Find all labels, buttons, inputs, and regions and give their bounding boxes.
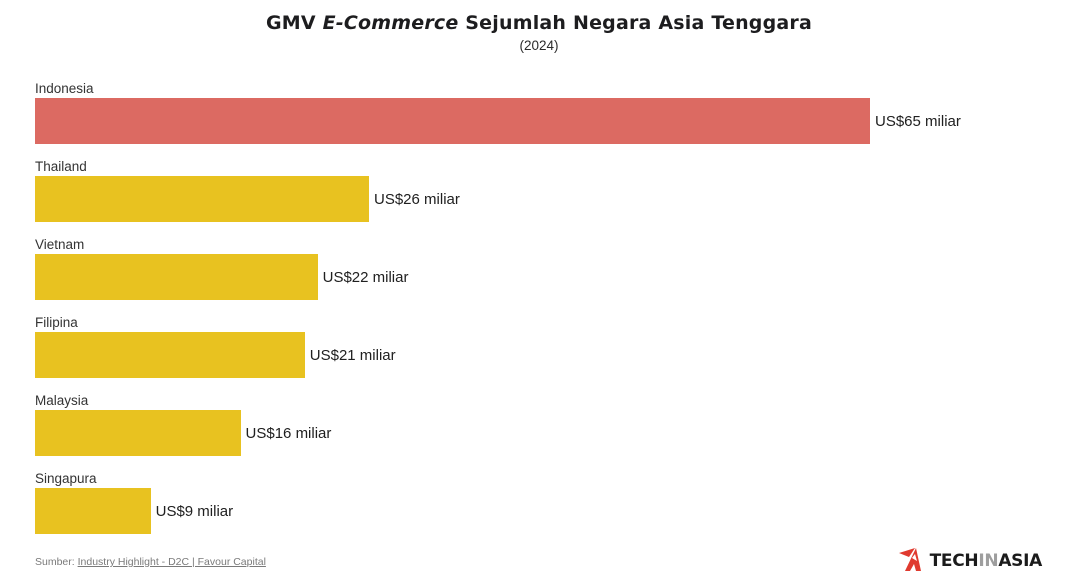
value-label: US$26 miliar [374, 190, 460, 208]
chart-title-italic: E-Commerce [322, 12, 459, 34]
source-prefix: Sumber: [35, 556, 78, 568]
techinasia-logo-text: TECHINASIA [929, 551, 1043, 571]
value-label: US$21 miliar [309, 346, 396, 364]
value-label: US$9 miliar [155, 502, 234, 520]
bar [35, 332, 305, 378]
logo-word-asia: ASIA [998, 551, 1042, 571]
bar-line: US$9 miliar [35, 488, 1045, 534]
value-label: US$16 miliar [245, 424, 332, 442]
bar-row: Malaysia US$16 miliar [35, 393, 1045, 456]
source-note: Sumber: Industry Highlight - D2C | Favou… [35, 556, 266, 568]
chart-subtitle: (2024) [519, 38, 559, 53]
category-label: Vietnam [35, 237, 85, 252]
category-label: Singapura [35, 471, 97, 486]
techinasia-logo-icon [898, 546, 924, 577]
bar-row: Vietnam US$22 miliar [35, 237, 1045, 300]
bar-line: US$26 miliar [35, 176, 1045, 222]
techinasia-logo: TECHINASIA [898, 546, 1042, 576]
logo-word-tech: TECH [929, 551, 979, 571]
bar [35, 254, 318, 300]
bar [35, 176, 369, 222]
bar-row: Singapura US$9 miliar [35, 471, 1045, 534]
chart-title: GMV E-Commerce Sejumlah Negara Asia Teng… [0, 12, 1078, 34]
bar-line: US$65 miliar [35, 98, 1045, 144]
chart-title-suffix: Sejumlah Negara Asia Tenggara [458, 12, 813, 34]
value-label: US$65 miliar [875, 112, 961, 130]
bar [35, 410, 241, 456]
source-link[interactable]: Industry Highlight - D2C | Favour Capita… [77, 556, 266, 568]
bar-row: Filipina US$21 miliar [35, 315, 1045, 378]
category-label: Indonesia [35, 81, 94, 96]
bar-line: US$16 miliar [35, 410, 1045, 456]
value-label: US$22 miliar [322, 268, 409, 286]
bar [35, 98, 870, 144]
category-label: Filipina [35, 315, 78, 330]
category-label: Malaysia [35, 393, 89, 408]
bar-row: Thailand US$26 miliar [35, 159, 1045, 222]
bar-line: US$22 miliar [35, 254, 1045, 300]
category-label: Thailand [35, 159, 87, 174]
bar-line: US$21 miliar [35, 332, 1045, 378]
chart-rows: Indonesia US$65 miliar Thailand US$26 milia… [35, 81, 1045, 549]
chart-title-prefix: GMV [265, 12, 323, 34]
logo-word-in: IN [978, 551, 999, 571]
bar [35, 488, 151, 534]
bar-row: Indonesia US$65 miliar [35, 81, 1045, 144]
